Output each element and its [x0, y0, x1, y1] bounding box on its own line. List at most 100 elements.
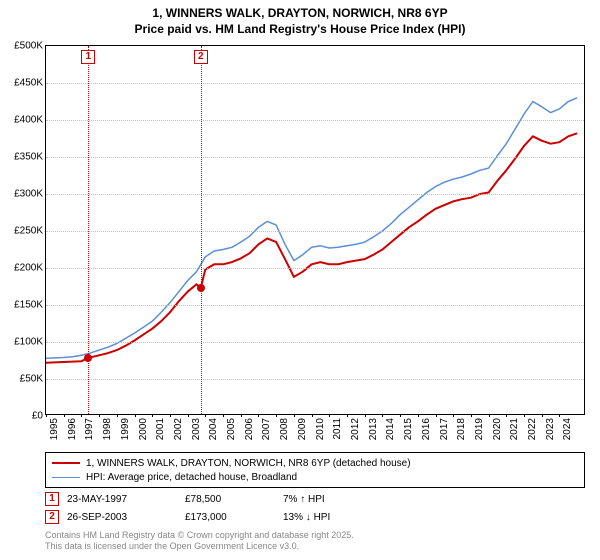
gridline [46, 342, 584, 343]
legend-swatch [52, 462, 80, 464]
x-tick-mark [489, 414, 490, 417]
y-tick-label: £350K [4, 152, 46, 163]
x-tick-label: 2020 [492, 418, 503, 440]
title-block: 1, WINNERS WALK, DRAYTON, NORWICH, NR8 6… [0, 0, 600, 39]
footer: Contains HM Land Registry data © Crown c… [45, 530, 354, 552]
gridline [46, 157, 584, 158]
title-line-1: 1, WINNERS WALK, DRAYTON, NORWICH, NR8 6… [0, 6, 600, 22]
legend-swatch [52, 477, 80, 478]
x-tick-label: 2012 [350, 418, 361, 440]
y-tick-label: £400K [4, 115, 46, 126]
x-tick-label: 1998 [102, 418, 113, 440]
x-tick-label: 2019 [474, 418, 485, 440]
x-tick-mark [542, 414, 543, 417]
x-tick-mark [329, 414, 330, 417]
x-tick-mark [524, 414, 525, 417]
sale-delta: 7% ↑ HPI [283, 494, 403, 505]
x-tick-mark [436, 414, 437, 417]
title-line-2: Price paid vs. HM Land Registry's House … [0, 22, 600, 38]
sale-marker-dot [84, 354, 92, 362]
y-tick-label: £150K [4, 300, 46, 311]
x-tick-label: 2001 [155, 418, 166, 440]
x-tick-mark [453, 414, 454, 417]
legend-row: 1, WINNERS WALK, DRAYTON, NORWICH, NR8 6… [52, 456, 578, 470]
x-tick-mark [400, 414, 401, 417]
legend: 1, WINNERS WALK, DRAYTON, NORWICH, NR8 6… [45, 452, 585, 488]
gridline [46, 120, 584, 121]
sale-marker-line [201, 46, 202, 414]
sale-price: £78,500 [185, 494, 275, 505]
x-tick-label: 2022 [527, 418, 538, 440]
y-tick-label: £100K [4, 337, 46, 348]
y-tick-label: £450K [4, 78, 46, 89]
x-tick-mark [294, 414, 295, 417]
gridline [46, 305, 584, 306]
x-tick-mark [258, 414, 259, 417]
gridline [46, 194, 584, 195]
sales-table: 1 23-MAY-1997 £78,500 7% ↑ HPI 2 26-SEP-2003 £… [45, 490, 585, 526]
x-tick-label: 2009 [297, 418, 308, 440]
x-tick-mark [276, 414, 277, 417]
chart-container: 1, WINNERS WALK, DRAYTON, NORWICH, NR8 6… [0, 0, 600, 560]
x-tick-label: 1996 [67, 418, 78, 440]
x-tick-label: 2000 [138, 418, 149, 440]
x-tick-mark [223, 414, 224, 417]
x-tick-mark [559, 414, 560, 417]
x-tick-mark [170, 414, 171, 417]
y-tick-label: £0 [4, 411, 46, 422]
footer-line-2: This data is licensed under the Open Gov… [45, 541, 354, 552]
x-tick-mark [81, 414, 82, 417]
x-tick-label: 2010 [315, 418, 326, 440]
x-tick-label: 2004 [208, 418, 219, 440]
x-tick-label: 2014 [385, 418, 396, 440]
sale-price: £173,000 [185, 512, 275, 523]
x-tick-mark [117, 414, 118, 417]
x-tick-mark [506, 414, 507, 417]
y-tick-label: £500K [4, 41, 46, 52]
x-tick-label: 2008 [279, 418, 290, 440]
x-tick-label: 2023 [545, 418, 556, 440]
legend-label: 1, WINNERS WALK, DRAYTON, NORWICH, NR8 6… [86, 458, 411, 469]
x-tick-label: 2021 [509, 418, 520, 440]
x-tick-label: 2006 [244, 418, 255, 440]
sale-date: 26-SEP-2003 [67, 512, 177, 523]
x-tick-label: 2007 [261, 418, 272, 440]
sale-marker-badge: 1 [81, 50, 95, 64]
x-tick-label: 2016 [421, 418, 432, 440]
x-tick-mark [64, 414, 65, 417]
sale-row: 226-SEP-2003£173,00013% ↓ HPI [45, 508, 585, 526]
x-tick-mark [241, 414, 242, 417]
x-tick-mark [382, 414, 383, 417]
y-tick-label: £250K [4, 226, 46, 237]
x-tick-mark [205, 414, 206, 417]
x-tick-label: 2013 [368, 418, 379, 440]
x-tick-label: 2017 [439, 418, 450, 440]
legend-row: HPI: Average price, detached house, Broa… [52, 470, 578, 484]
x-tick-mark [135, 414, 136, 417]
x-tick-label: 2018 [456, 418, 467, 440]
x-tick-mark [471, 414, 472, 417]
gridline [46, 231, 584, 232]
sale-row: 1 23-MAY-1997 £78,500 7% ↑ HPI [45, 490, 585, 508]
plot-area: £0£50K£100K£150K£200K£250K£300K£350K£400… [45, 45, 585, 415]
x-tick-mark [418, 414, 419, 417]
sale-badge: 1 [45, 492, 59, 506]
sale-marker-dot [197, 284, 205, 292]
legend-label: HPI: Average price, detached house, Broa… [86, 472, 297, 483]
footer-line-1: Contains HM Land Registry data © Crown c… [45, 530, 354, 541]
x-tick-mark [347, 414, 348, 417]
x-tick-mark [46, 414, 47, 417]
sale-date: 23-MAY-1997 [67, 494, 177, 505]
x-tick-mark [99, 414, 100, 417]
x-tick-mark [312, 414, 313, 417]
x-tick-label: 2015 [403, 418, 414, 440]
x-tick-mark [188, 414, 189, 417]
x-tick-label: 2005 [226, 418, 237, 440]
x-tick-mark [365, 414, 366, 417]
x-tick-label: 2003 [191, 418, 202, 440]
x-tick-label: 1995 [49, 418, 60, 440]
y-tick-label: £50K [4, 374, 46, 385]
y-tick-label: £300K [4, 189, 46, 200]
sale-badge: 2 [45, 510, 59, 524]
gridline [46, 379, 584, 380]
